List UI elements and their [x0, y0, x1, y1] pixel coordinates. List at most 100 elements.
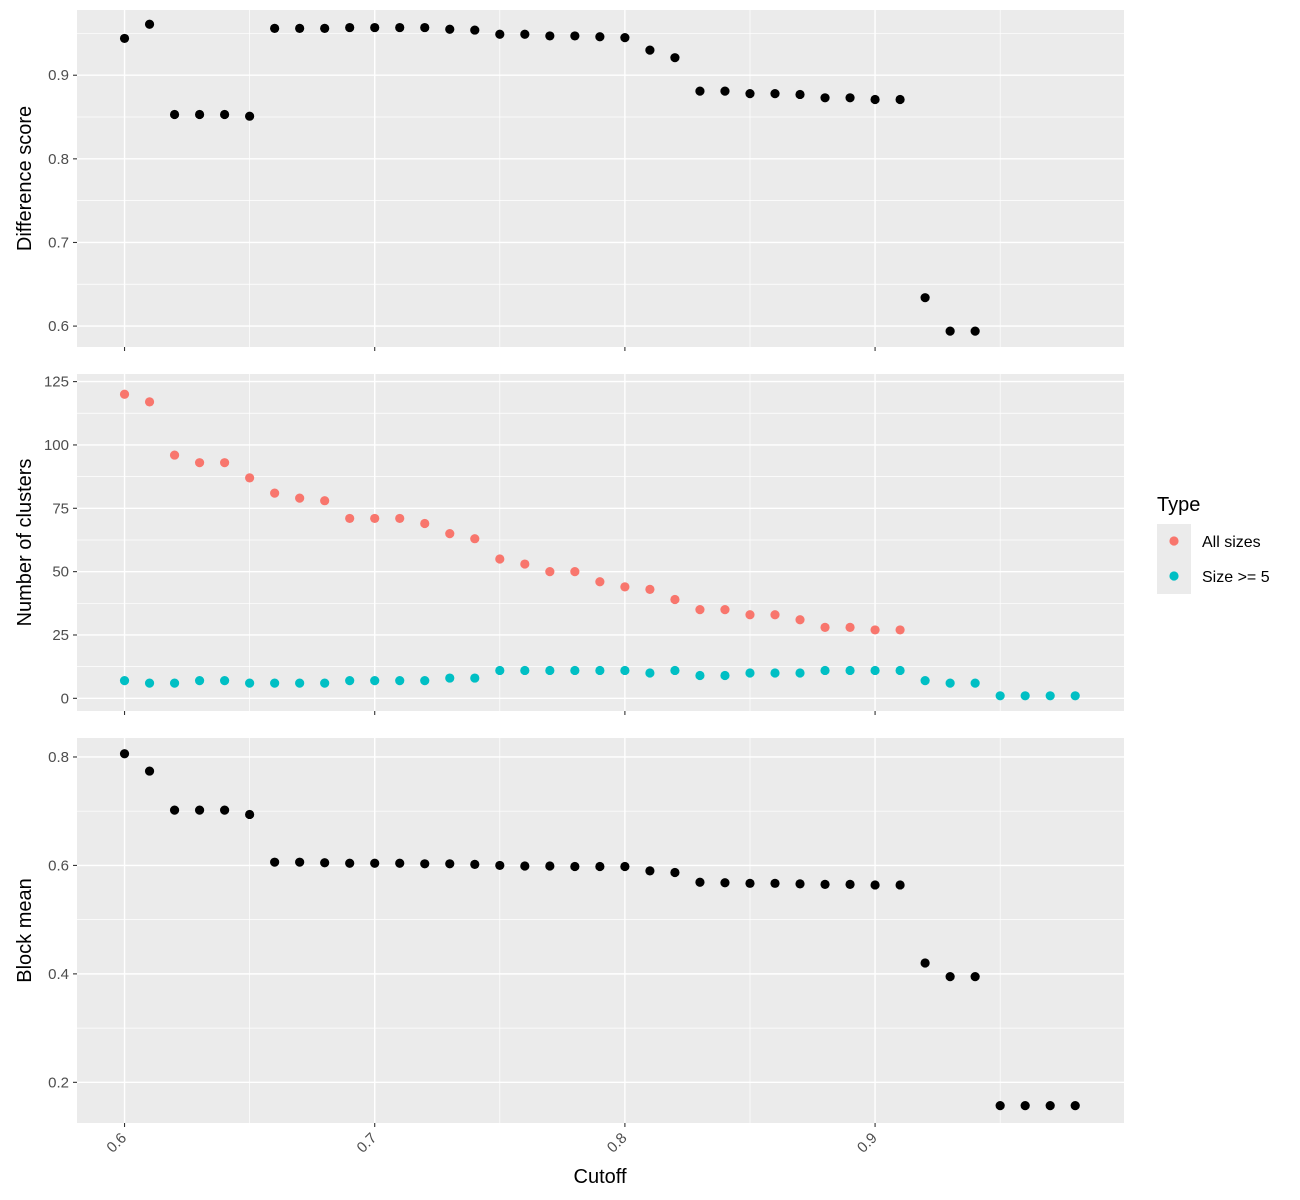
legend-title: Type [1157, 494, 1200, 516]
data-point [520, 665, 530, 676]
y-axis-title: Number of clusters [14, 459, 36, 627]
panels-layer: 0.6 0.7 0.8 0.9 Difference score 0 25 50 75 100 12… [14, 10, 1124, 1156]
data-point [795, 89, 805, 100]
data-point [169, 805, 180, 815]
data-point [470, 859, 480, 869]
data-point [995, 1101, 1005, 1111]
data-point [695, 877, 705, 887]
data-point [495, 860, 505, 871]
data-point [420, 859, 430, 869]
y-tick-label: 0.8 [48, 151, 69, 168]
x-tick-label: 0.9 [854, 1130, 881, 1157]
data-point [720, 605, 730, 615]
y-tick-label: 0.2 [48, 1074, 69, 1091]
data-point [345, 858, 355, 868]
data-point [245, 809, 255, 820]
data-point [220, 458, 230, 468]
data-point [670, 665, 680, 676]
data-point [295, 857, 305, 867]
data-point [420, 518, 430, 529]
data-point [245, 473, 255, 483]
data-point [795, 615, 805, 625]
data-point [920, 293, 930, 303]
data-point [495, 29, 505, 39]
data-point [169, 109, 180, 120]
data-point [295, 23, 305, 33]
data-point [545, 31, 555, 41]
data-point [144, 19, 155, 29]
data-point [545, 861, 555, 871]
data-point [820, 93, 830, 103]
panel-2: 0 25 50 75 100 125 Number of clusters [14, 374, 1124, 715]
data-point [895, 625, 905, 635]
data-point [420, 22, 430, 33]
data-point [970, 326, 980, 336]
data-point [520, 559, 530, 569]
data-point [1020, 691, 1030, 701]
series-all-sizes [119, 389, 905, 635]
data-point [220, 805, 230, 815]
data-point [945, 971, 955, 982]
data-point [870, 94, 880, 105]
data-point [645, 45, 655, 55]
data-point [395, 22, 405, 33]
data-point [119, 389, 130, 399]
data-point [345, 513, 355, 524]
data-point [194, 675, 205, 686]
data-point [895, 94, 905, 105]
y-tick-label: 75 [52, 500, 69, 517]
data-point [495, 554, 505, 564]
data-point [795, 879, 805, 889]
y-axis-title: Difference score [14, 106, 36, 251]
data-point [620, 861, 630, 872]
y-axis-title: Block mean [14, 878, 36, 983]
data-point [270, 678, 280, 688]
data-point [144, 397, 155, 407]
data-point [595, 861, 605, 872]
data-point [520, 29, 530, 39]
data-point [1045, 1101, 1055, 1111]
data-point [270, 23, 280, 33]
data-point [270, 488, 280, 498]
data-point [370, 675, 380, 686]
data-point [295, 493, 305, 503]
data-point [194, 458, 205, 468]
y-tick-label: 0.8 [48, 749, 69, 766]
panel-background [77, 374, 1124, 711]
data-point [320, 858, 330, 868]
panel-1: 0.6 0.7 0.8 0.9 Difference score [14, 10, 1124, 351]
data-point [820, 622, 830, 632]
y-tick-label: 100 [44, 437, 69, 454]
legend-key-size-ge-5 [1169, 571, 1179, 581]
data-point [895, 665, 905, 676]
data-point [745, 878, 755, 888]
data-point [845, 622, 855, 632]
data-point [945, 326, 955, 336]
series-size-5 [119, 665, 1080, 701]
legend-label-size-ge-5: Size >= 5 [1202, 569, 1270, 586]
data-point [570, 665, 580, 676]
data-point [620, 665, 630, 676]
data-point [920, 958, 930, 968]
data-point [745, 89, 755, 99]
y-tick-label: 0.6 [48, 318, 69, 335]
legend: Type All sizes Size >= 5 [1157, 494, 1270, 594]
data-point [545, 665, 555, 676]
data-point [169, 678, 180, 688]
data-point [169, 450, 180, 460]
data-point [119, 33, 130, 44]
data-point [144, 766, 155, 776]
data-point [970, 971, 980, 982]
data-point [320, 678, 330, 688]
data-point [1020, 1101, 1030, 1111]
legend-key-all-sizes [1169, 536, 1179, 546]
data-point [770, 89, 780, 99]
data-point [470, 534, 480, 544]
data-point [970, 678, 980, 688]
data-point [445, 859, 455, 869]
data-point [495, 665, 505, 676]
y-tick-label: 50 [52, 564, 69, 581]
data-point [220, 109, 230, 120]
data-point [770, 610, 780, 620]
y-tick-label: 0.7 [48, 234, 69, 251]
